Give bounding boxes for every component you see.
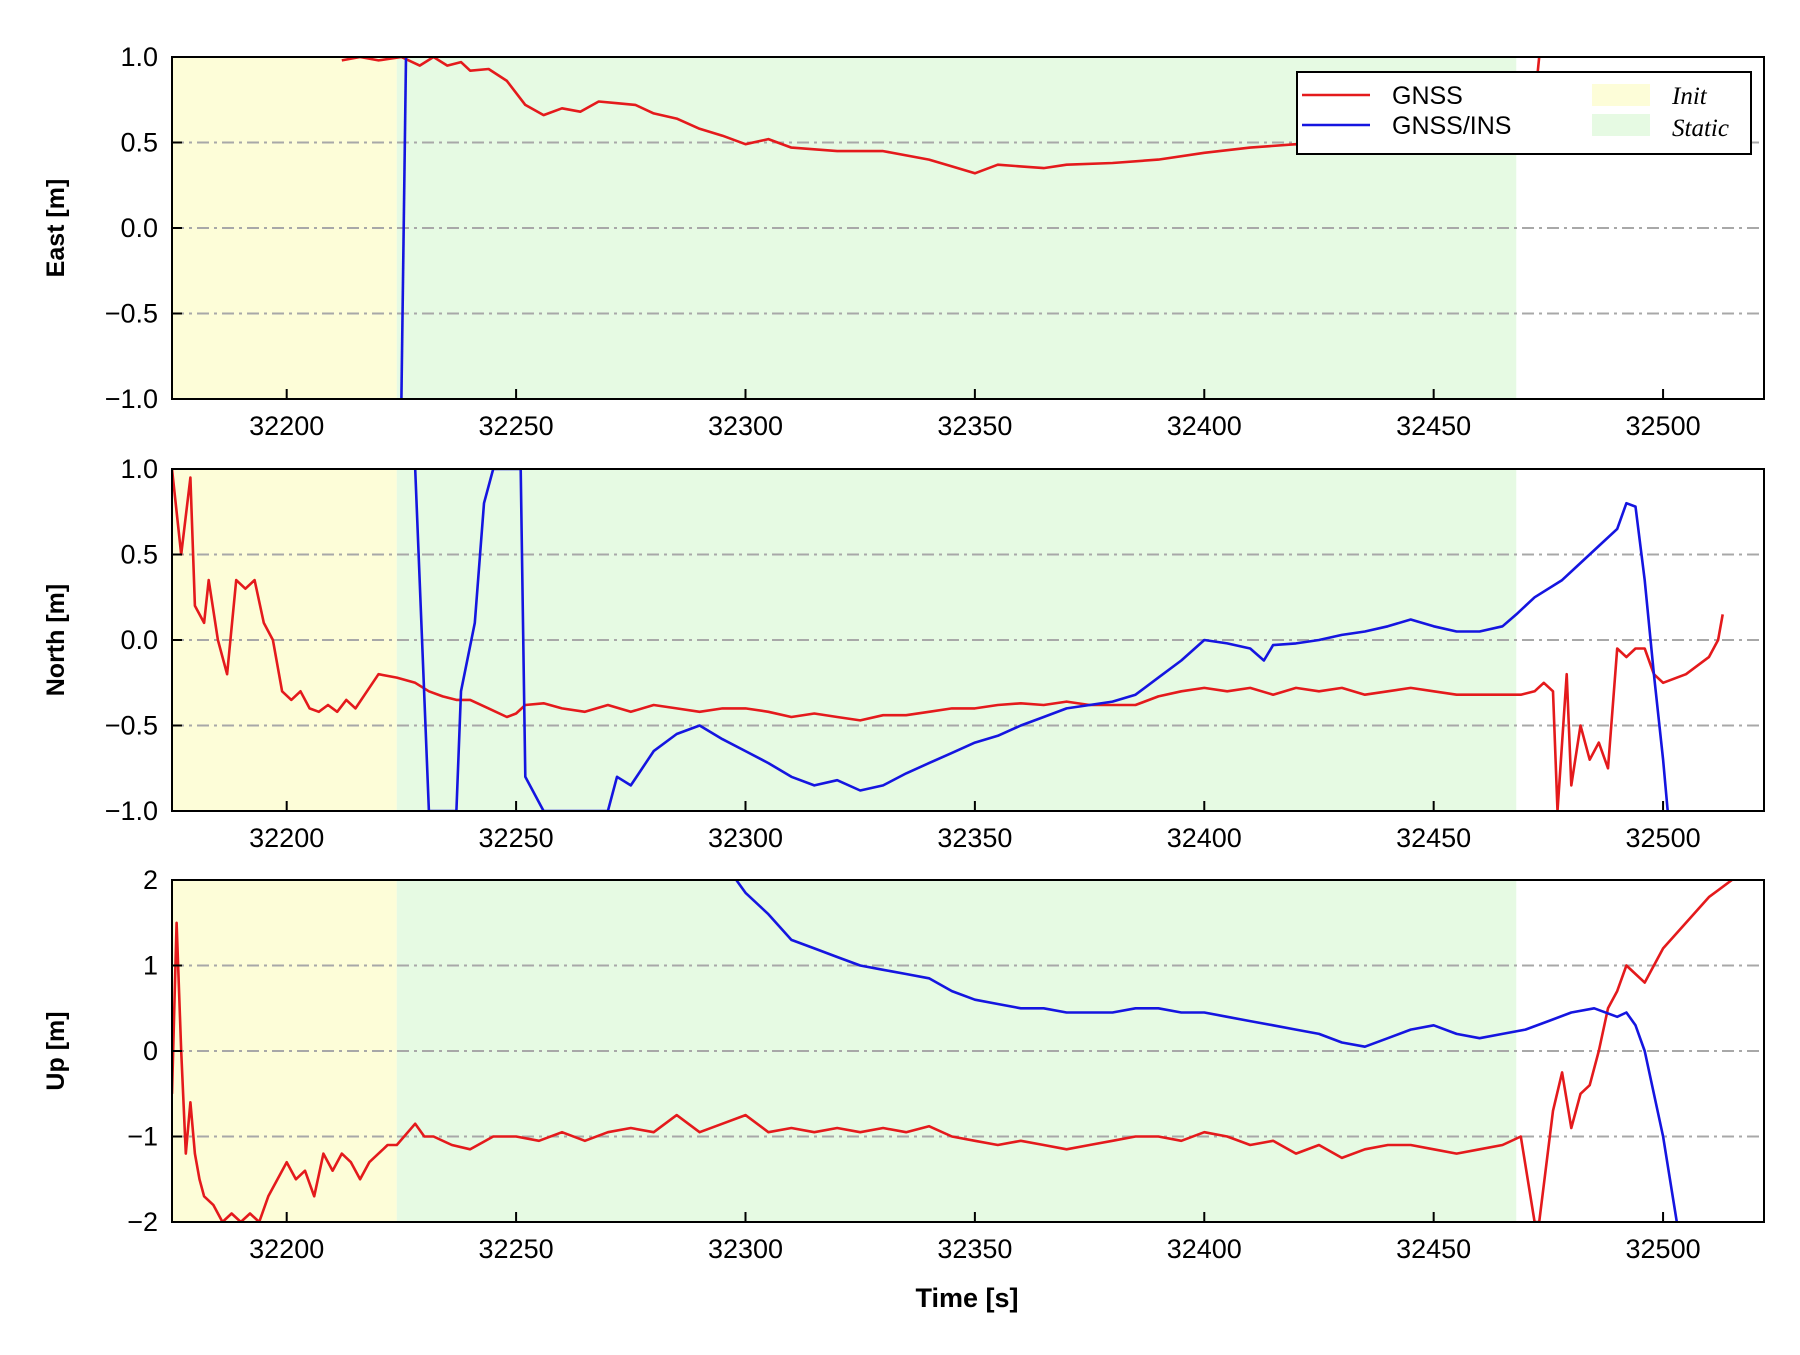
east-y-tick-label: 0.0 xyxy=(120,213,158,243)
up-x-tick-label: 32250 xyxy=(479,1234,554,1264)
up-y-tick-label: 0 xyxy=(143,1036,158,1066)
north-x-tick-label: 32500 xyxy=(1626,823,1701,853)
east-x-tick-label: 32300 xyxy=(708,411,783,441)
legend-static-label: Static xyxy=(1672,115,1729,142)
up-x-tick-label: 32400 xyxy=(1167,1234,1242,1264)
panel-up: 32200 32250 32300 32350 32400 32450 32500 −2 −1 0… xyxy=(42,865,1765,1264)
north-x-tick-label: 32300 xyxy=(708,823,783,853)
up-x-tick-label: 32200 xyxy=(249,1234,324,1264)
east-y-tick-label: −0.5 xyxy=(105,299,158,329)
north-x-tick-label: 32200 xyxy=(249,823,324,853)
up-y-axis-label: Up [m] xyxy=(42,1011,70,1090)
north-y-axis-label: North [m] xyxy=(42,584,70,696)
north-y-tick-label: 1.0 xyxy=(120,454,158,484)
east-y-tick-label: −1.0 xyxy=(105,384,158,414)
legend-init-label: Init xyxy=(1671,83,1708,110)
north-x-tick-label: 32400 xyxy=(1167,823,1242,853)
legend-static-swatch xyxy=(1592,114,1650,136)
east-x-tick-label: 32450 xyxy=(1396,411,1471,441)
east-x-tick-label: 32500 xyxy=(1626,411,1701,441)
east-x-tick-label: 32400 xyxy=(1167,411,1242,441)
panels-layer: 32200 32250 32300 32350 32400 32450 32500 −1.0 −… xyxy=(42,42,1765,1264)
north-x-tick-label: 32250 xyxy=(479,823,554,853)
east-y-tick-label: 0.5 xyxy=(120,128,158,158)
north-gnss-ins-series-line xyxy=(413,469,1669,811)
up-x-tick-label: 32450 xyxy=(1396,1234,1471,1264)
panel-north: 32200 32250 32300 32350 32400 32450 32500 −1.0 −… xyxy=(42,454,1765,853)
east-init-region xyxy=(172,57,397,399)
north-x-tick-label: 32350 xyxy=(937,823,1012,853)
east-x-tick-label: 32200 xyxy=(249,411,324,441)
east-x-tick-label: 32250 xyxy=(479,411,554,441)
legend-ins-label: GNSS/INS xyxy=(1392,112,1511,140)
north-y-tick-label: 0.5 xyxy=(120,540,158,570)
east-y-tick-label: 1.0 xyxy=(120,42,158,72)
north-gnss-series-line xyxy=(172,469,1724,811)
north-y-tick-label: 0.0 xyxy=(120,625,158,655)
north-y-tick-label: −1.0 xyxy=(105,796,158,826)
up-x-tick-label: 32350 xyxy=(937,1234,1012,1264)
legend-init-swatch xyxy=(1592,84,1650,106)
east-x-tick-label: 32350 xyxy=(937,411,1012,441)
legend-gnss-label: GNSS xyxy=(1392,82,1463,110)
east-gnss-ins-series-line xyxy=(400,57,408,399)
x-axis-label: Time [s] xyxy=(915,1283,1018,1313)
up-gnss-series-line xyxy=(172,880,1733,1222)
up-y-tick-label: 2 xyxy=(143,865,158,895)
north-y-tick-label: −0.5 xyxy=(105,711,158,741)
north-x-tick-label: 32450 xyxy=(1396,823,1471,853)
up-y-tick-label: −2 xyxy=(127,1207,158,1237)
north-init-region xyxy=(172,469,397,811)
legend: GNSS GNSS/INS Init Static xyxy=(1296,71,1752,155)
up-gnss-ins-series-line xyxy=(735,880,1679,1222)
legend-frame xyxy=(1296,71,1752,155)
up-y-tick-label: 1 xyxy=(143,951,158,981)
east-y-axis-label: East [m] xyxy=(42,179,70,278)
up-y-tick-label: −1 xyxy=(127,1122,158,1152)
up-x-tick-label: 32300 xyxy=(708,1234,783,1264)
up-x-tick-label: 32500 xyxy=(1626,1234,1701,1264)
